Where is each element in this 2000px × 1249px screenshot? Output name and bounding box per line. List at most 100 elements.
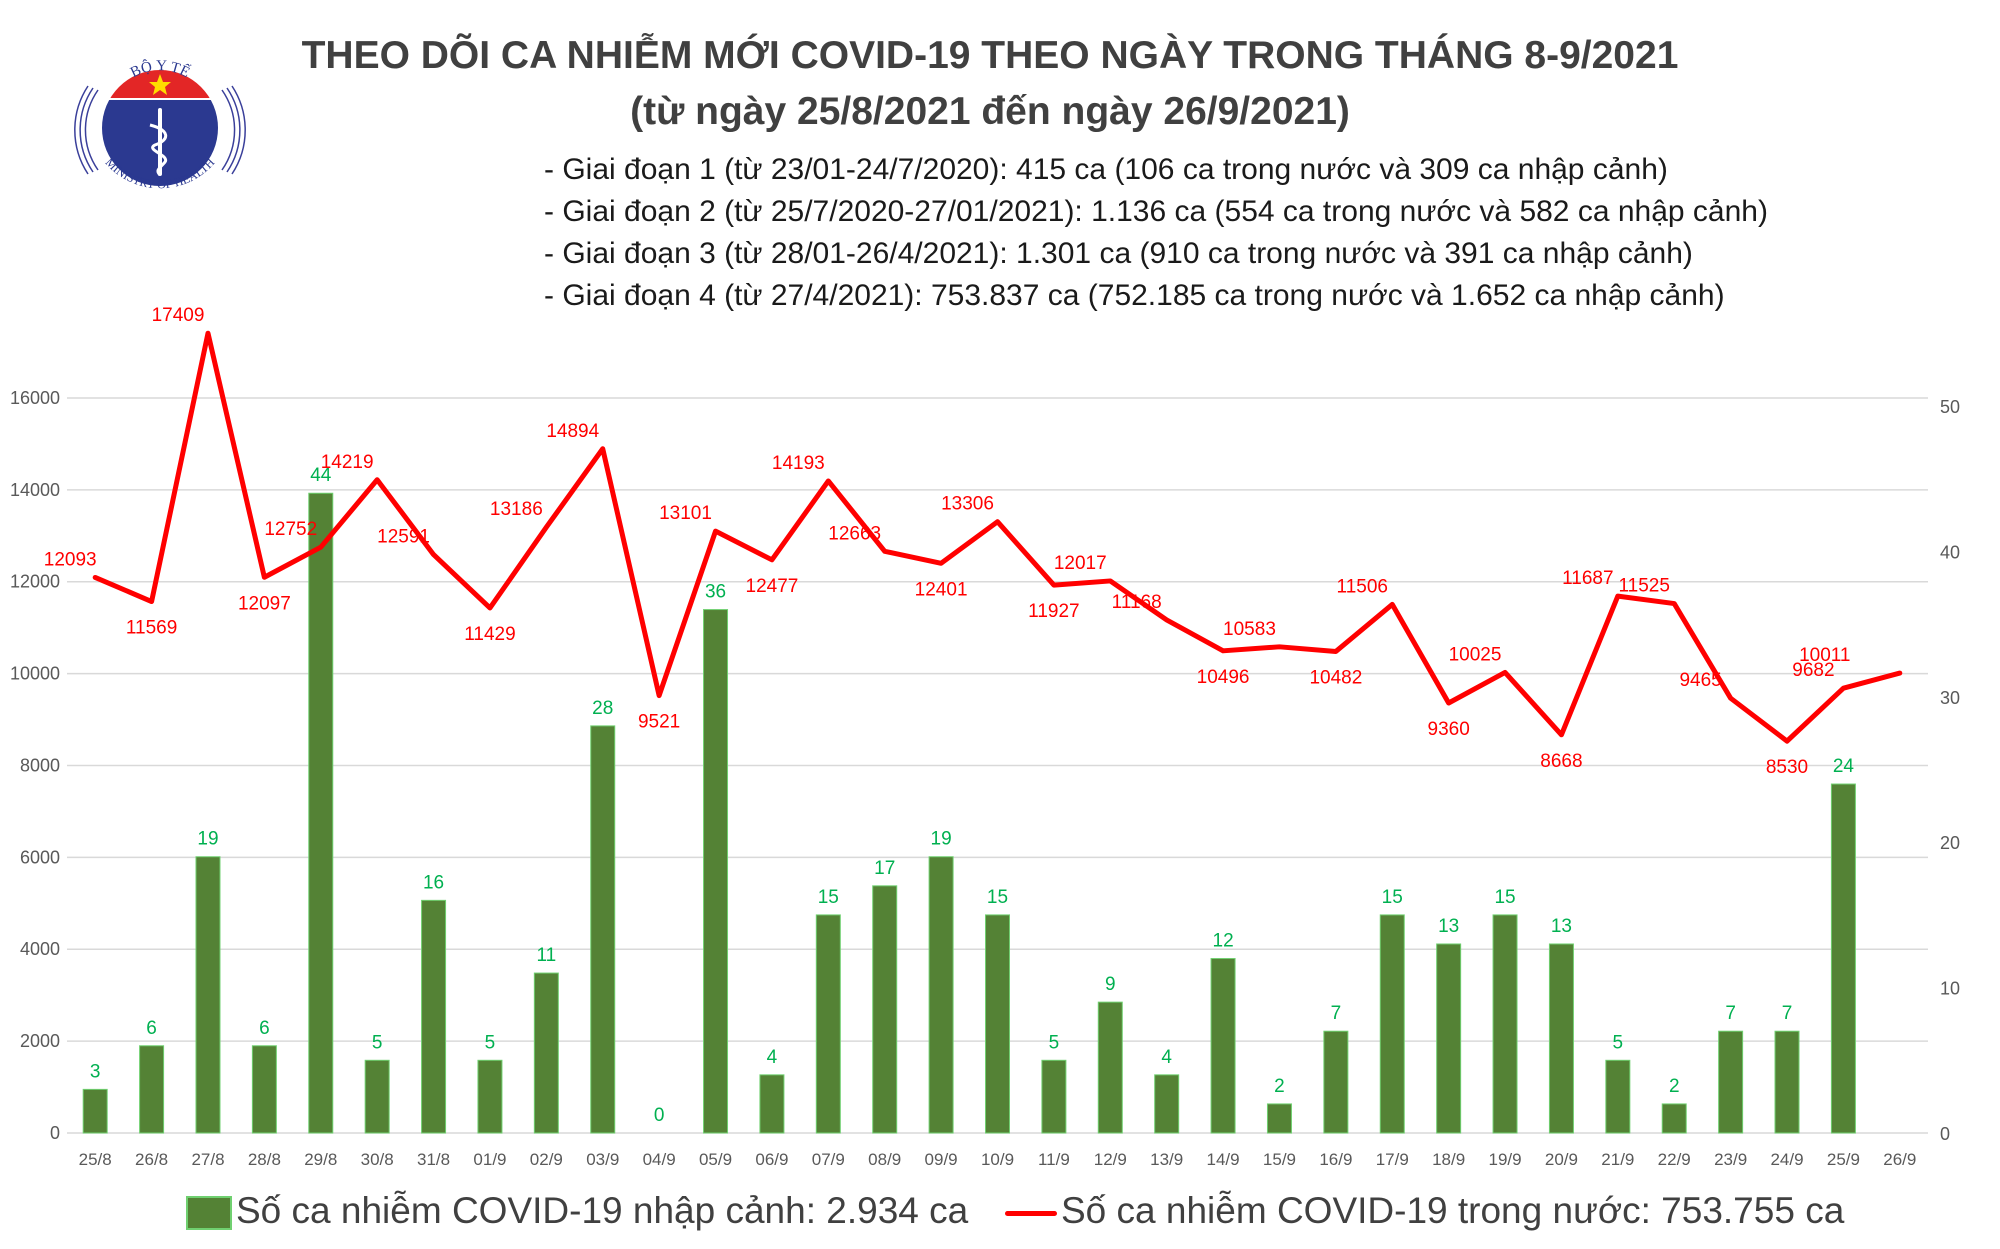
line-data-label: 12097 — [238, 593, 291, 614]
x-axis-tick-label: 06/9 — [755, 1150, 788, 1169]
line-data-label: 14894 — [546, 421, 599, 442]
x-axis-tick-label: 26/9 — [1883, 1150, 1916, 1169]
bar-data-label: 13 — [1551, 916, 1572, 937]
x-axis-tick-label: 13/9 — [1150, 1150, 1183, 1169]
left-axis-tick-label: 6000 — [20, 847, 60, 867]
stage-3-summary: - Giai đoạn 3 (từ 28/01-26/4/2021): 1.30… — [544, 237, 1693, 270]
line-data-label: 11168 — [1112, 592, 1162, 613]
bar — [1379, 914, 1405, 1134]
bar — [703, 609, 729, 1134]
bar — [1266, 1103, 1292, 1134]
bar — [308, 492, 334, 1134]
line-data-label: 11687 — [1562, 568, 1613, 589]
stage-2-summary: - Giai đoạn 2 (từ 25/7/2020-27/01/2021):… — [544, 195, 1768, 228]
legend-bars: Số ca nhiễm COVID-19 nhập cảnh: 2.934 ca — [186, 1190, 968, 1232]
line-data-label: 12591 — [377, 527, 430, 548]
bar-data-label: 15 — [1494, 887, 1515, 908]
bar — [985, 914, 1010, 1134]
bar-data-label: 4 — [1161, 1047, 1172, 1068]
legend-bar-swatch — [186, 1196, 232, 1231]
x-axis-tick-label: 05/9 — [699, 1150, 732, 1169]
right-axis-tick-label: 50 — [1940, 397, 1960, 417]
line-data-label: 10025 — [1449, 644, 1502, 665]
x-axis-tick-label: 26/8 — [135, 1150, 168, 1169]
bar — [477, 1059, 503, 1134]
x-axis-tick-label: 20/9 — [1545, 1150, 1578, 1169]
left-axis-tick-label: 2000 — [20, 1031, 60, 1051]
chart-subtitle: (từ ngày 25/8/2021 đến ngày 26/9/2021) — [630, 90, 1350, 133]
bar-data-label: 19 — [197, 829, 218, 850]
x-axis-tick-label: 08/9 — [868, 1150, 901, 1169]
left-axis-tick-label: 10000 — [10, 664, 60, 684]
line-data-label: 12663 — [828, 523, 881, 544]
bar-data-label: 11 — [536, 945, 556, 966]
line-data-label: 9465 — [1679, 670, 1721, 691]
line-data-label: 8530 — [1766, 757, 1808, 778]
bar-data-label: 6 — [146, 1018, 157, 1039]
bar-data-label: 5 — [372, 1032, 383, 1053]
x-axis-tick-label: 25/9 — [1827, 1150, 1860, 1169]
x-axis-tick-label: 07/9 — [812, 1150, 845, 1169]
bar-data-label: 0 — [654, 1105, 665, 1126]
x-axis-tick-label: 29/8 — [304, 1150, 337, 1169]
bar-data-label: 24 — [1833, 756, 1855, 777]
x-axis-tick-label: 21/9 — [1601, 1150, 1634, 1169]
left-axis-tick-label: 14000 — [10, 480, 60, 500]
bar-data-label: 28 — [592, 698, 613, 719]
line-data-label: 14219 — [321, 452, 374, 473]
bar — [1548, 943, 1574, 1134]
line-data-label: 10011 — [1799, 645, 1850, 666]
legend-line-label: Số ca nhiễm COVID-19 trong nước: 753.755… — [1061, 1190, 1845, 1231]
bar-data-label: 12 — [1213, 931, 1234, 952]
x-axis-tick-label: 24/9 — [1770, 1150, 1803, 1169]
left-axis-tick-label: 8000 — [20, 755, 60, 775]
left-axis-tick-label: 16000 — [10, 388, 60, 408]
bar-data-label: 5 — [485, 1032, 496, 1053]
x-axis-tick-label: 11/9 — [1038, 1150, 1070, 1169]
right-axis-tick-label: 20 — [1940, 833, 1960, 853]
stage-1-summary: - Giai đoạn 1 (từ 23/01-24/7/2020): 415 … — [544, 153, 1668, 186]
bar — [928, 856, 954, 1134]
left-axis-tick-label: 12000 — [10, 572, 60, 592]
bar — [1436, 943, 1462, 1134]
bar-data-label: 7 — [1725, 1003, 1736, 1024]
bar — [1718, 1030, 1744, 1134]
left-axis-tick-label: 0 — [50, 1123, 60, 1143]
bar-data-label: 44 — [310, 465, 332, 486]
right-axis-tick-label: 0 — [1940, 1124, 1950, 1144]
line-data-label: 12017 — [1054, 553, 1107, 574]
line-data-label: 11506 — [1337, 576, 1388, 597]
bar — [759, 1074, 785, 1134]
line-data-label: 10482 — [1309, 667, 1362, 688]
x-axis-tick-label: 03/9 — [586, 1150, 619, 1169]
line-data-label: 8668 — [1540, 751, 1582, 772]
bar-data-label: 7 — [1331, 1003, 1342, 1024]
line-data-label: 9682 — [1792, 660, 1834, 681]
x-axis-tick-label: 12/9 — [1094, 1150, 1127, 1169]
right-axis-tick-label: 40 — [1940, 542, 1960, 562]
bar-data-label: 15 — [987, 887, 1008, 908]
line-data-label: 12752 — [264, 519, 317, 540]
bar-data-label: 15 — [1382, 887, 1403, 908]
x-axis-tick-label: 01/9 — [473, 1150, 506, 1169]
left-axis-tick-label: 4000 — [20, 939, 60, 959]
bar-data-label: 7 — [1782, 1003, 1793, 1024]
x-axis-tick-label: 18/9 — [1432, 1150, 1465, 1169]
chart-title: THEO DÕI CA NHIỄM MỚI COVID-19 THEO NGÀY… — [301, 34, 1679, 77]
x-axis-tick-label: 22/9 — [1658, 1150, 1691, 1169]
bar — [815, 914, 841, 1134]
x-axis-tick-label: 14/9 — [1207, 1150, 1240, 1169]
line-data-label: 11429 — [464, 624, 515, 645]
ministry-of-health-logo: BỘ Y TẾ MINISTRY OF HEALTH — [74, 58, 246, 191]
line-data-label: 9360 — [1428, 719, 1470, 740]
bar-data-label: 2 — [1669, 1076, 1680, 1097]
bar-data-label: 16 — [423, 872, 444, 893]
x-axis-tick-label: 31/8 — [417, 1150, 450, 1169]
line-data-label: 12477 — [746, 576, 799, 597]
bar — [421, 899, 447, 1134]
bar — [1210, 958, 1236, 1134]
line-data-label: 12401 — [915, 579, 968, 600]
bar — [364, 1059, 390, 1134]
bar-data-label: 36 — [705, 582, 726, 603]
svg-text:BỘ Y TẾ: BỘ Y TẾ — [128, 58, 193, 81]
